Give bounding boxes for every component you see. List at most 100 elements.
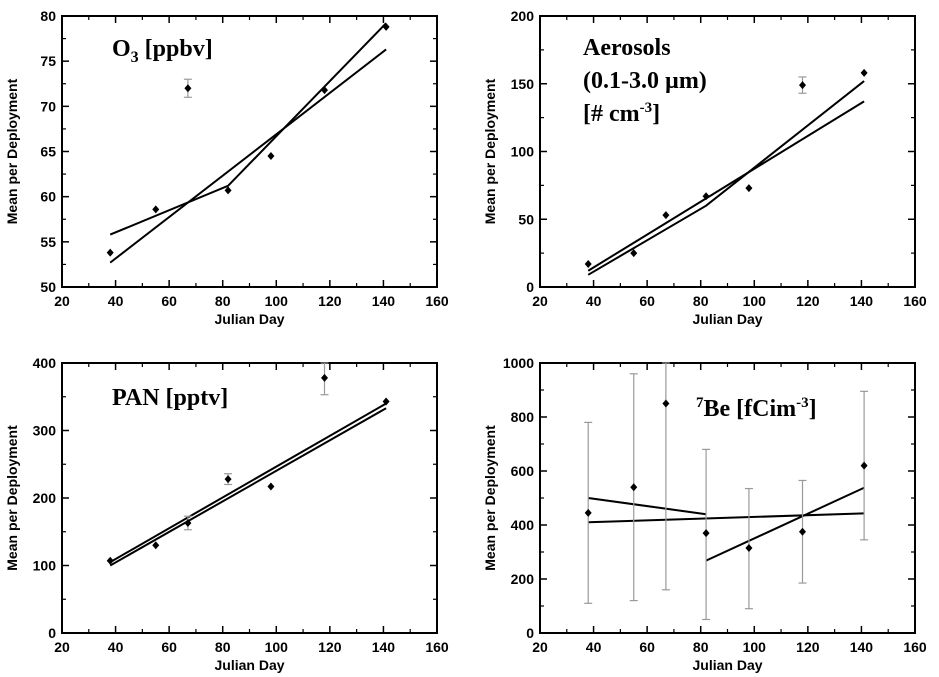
- o3-x-tick-label: 80: [215, 293, 231, 309]
- o3-x-tick-label: 140: [372, 293, 396, 309]
- o3-y-axis-title: Mean per Deployment: [4, 78, 20, 224]
- be7-y-tick-label: 1000: [503, 355, 534, 371]
- panel-pan-title: PAN [pptv]: [112, 385, 228, 411]
- aerosols-x-tick-label: 100: [743, 293, 767, 309]
- pan-data-point: [382, 397, 390, 406]
- be7-y-tick-label: 0: [526, 625, 534, 641]
- aerosols-y-tick-label: 200: [511, 8, 535, 24]
- pan-x-tick-label: 140: [372, 639, 396, 655]
- be7-x-tick-label: 140: [850, 639, 874, 655]
- aerosols-data-point: [799, 81, 806, 90]
- be7-fit-line: [588, 512, 865, 524]
- pan-x-tick-label: 120: [318, 639, 342, 655]
- be7-fit-line: [588, 497, 707, 516]
- pan-data-point: [321, 373, 328, 382]
- be7-x-tick-label: 40: [586, 639, 602, 655]
- pan-y-tick-label: 100: [33, 558, 57, 574]
- o3-data-point: [224, 186, 232, 195]
- be7-x-axis-title: Julian Day: [692, 657, 762, 673]
- aerosols-x-tick-label: 120: [796, 293, 820, 309]
- o3-x-axis-title: Julian Day: [214, 311, 284, 327]
- aerosols-data-point: [662, 211, 670, 220]
- aerosols-y-tick-label: 150: [511, 76, 535, 92]
- pan-y-axis-title: Mean per Deployment: [4, 425, 20, 571]
- panel-o3-title: O3 [ppbv]: [112, 36, 213, 66]
- be7-y-axis-title: Mean per Deployment: [482, 425, 498, 571]
- o3-y-tick-label: 75: [40, 53, 56, 69]
- panel-aerosols-title-line-3: [# cm-3]: [583, 100, 660, 127]
- o3-y-tick-label: 70: [40, 98, 56, 114]
- pan-y-tick-label: 300: [33, 423, 57, 439]
- aerosols-x-axis-title: Julian Day: [692, 311, 762, 327]
- aerosols-data-point: [860, 68, 868, 77]
- be7-y-tick-label: 600: [511, 463, 535, 479]
- aerosols-y-tick-label: 100: [511, 144, 535, 160]
- be7-x-tick-label: 60: [639, 639, 655, 655]
- aerosols-data-point: [745, 184, 753, 193]
- pan-x-tick-label: 160: [425, 639, 449, 655]
- o3-y-tick-label: 65: [40, 144, 56, 160]
- aerosols-fit-line: [587, 100, 865, 272]
- panel-aerosols-title-line-2: (0.1-3.0 µm): [583, 68, 707, 94]
- aerosols-data-point: [584, 259, 592, 268]
- o3-data-point: [321, 86, 328, 95]
- o3-y-tick-label: 50: [40, 279, 56, 295]
- o3-data-point: [152, 205, 160, 214]
- aerosols-x-tick-label: 80: [693, 293, 709, 309]
- o3-x-tick-label: 20: [54, 293, 70, 309]
- aerosols-y-tick-label: 0: [526, 279, 534, 295]
- o3-y-tick-label: 60: [40, 189, 56, 205]
- pan-x-tick-label: 20: [54, 639, 70, 655]
- aerosols-x-tick-label: 60: [639, 293, 655, 309]
- o3-data-point: [267, 152, 275, 161]
- pan-x-tick-label: 80: [215, 639, 231, 655]
- aerosols-fit-line: [587, 80, 865, 276]
- be7-x-tick-label: 100: [743, 639, 767, 655]
- pan-y-tick-label: 200: [33, 490, 57, 506]
- be7-data-point: [860, 461, 868, 470]
- pan-x-tick-label: 60: [161, 639, 177, 655]
- aerosols-y-tick-label: 50: [518, 211, 534, 227]
- be7-x-tick-label: 20: [532, 639, 548, 655]
- be7-y-tick-label: 200: [511, 571, 535, 587]
- o3-x-tick-label: 40: [108, 293, 124, 309]
- be7-data-point: [745, 543, 753, 552]
- aerosols-x-tick-label: 160: [903, 293, 927, 309]
- aerosols-data-point: [630, 249, 638, 258]
- pan-data-point: [184, 518, 192, 527]
- panel-o3: 20 40 60 80 100 120 140 160 50 55 60 65 70 75 80 Julian…: [4, 8, 449, 327]
- be7-x-tick-label: 160: [903, 639, 927, 655]
- be7-fit-line: [705, 486, 865, 562]
- be7-x-tick-label: 120: [796, 639, 820, 655]
- o3-y-tick-label: 80: [40, 8, 56, 24]
- aerosols-x-tick-label: 40: [586, 293, 602, 309]
- pan-data-point: [267, 482, 275, 491]
- pan-fit-line: [109, 407, 387, 567]
- pan-data-point: [106, 556, 114, 565]
- pan-x-axis-title: Julian Day: [214, 657, 284, 673]
- o3-x-tick-label: 100: [265, 293, 289, 309]
- o3-fit-line: [109, 22, 387, 236]
- o3-x-tick-label: 60: [161, 293, 177, 309]
- be7-data-point: [702, 529, 710, 538]
- o3-fit-line: [109, 48, 387, 264]
- aerosols-data-point: [702, 192, 710, 201]
- pan-y-tick-label: 400: [33, 355, 57, 371]
- pan-x-tick-label: 40: [108, 639, 124, 655]
- panel-be7: 20 40 60 80 100 120 140 160 0 200 400 600 800 1000 Jul…: [482, 355, 927, 673]
- panel-pan: 20 40 60 80 100 120 140 160 0 100 200 300 400 Julian …: [4, 355, 449, 673]
- be7-x-tick-label: 80: [693, 639, 709, 655]
- aerosols-y-axis-title: Mean per Deployment: [482, 78, 498, 224]
- panel-be7-title: 7Be [fCim-3]: [696, 395, 817, 422]
- panel-aerosols-title-line-1: Aerosols: [583, 35, 671, 61]
- pan-data-point: [152, 541, 160, 550]
- o3-data-point: [382, 22, 390, 31]
- be7-data-point: [584, 508, 592, 517]
- o3-data-point: [184, 84, 192, 93]
- be7-data-point: [630, 483, 638, 492]
- be7-y-tick-label: 400: [511, 517, 535, 533]
- be7-data-point: [799, 527, 806, 536]
- o3-x-tick-label: 160: [425, 293, 449, 309]
- o3-x-tick-label: 120: [318, 293, 342, 309]
